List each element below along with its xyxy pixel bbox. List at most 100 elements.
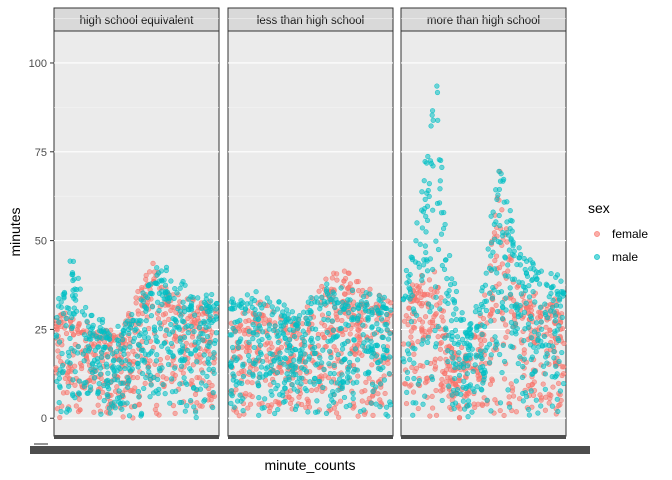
data-point-female (484, 320, 490, 326)
data-point-male (451, 311, 457, 317)
data-point-male (523, 300, 529, 306)
data-point-male (383, 404, 390, 410)
data-point-male (317, 306, 323, 312)
data-point-male (138, 410, 145, 417)
data-point-male (175, 306, 181, 312)
data-point-male (64, 359, 71, 365)
data-point-male (256, 395, 262, 401)
data-point-male (505, 387, 511, 393)
data-point-male (101, 398, 107, 404)
data-point-male (405, 273, 411, 279)
data-point-female (420, 363, 426, 369)
data-point-female (489, 306, 495, 312)
data-point-male (356, 302, 363, 308)
data-point-male (508, 343, 514, 349)
data-point-male (163, 264, 170, 270)
data-point-male (381, 294, 387, 300)
data-point-male (451, 340, 457, 347)
data-point-male (257, 350, 264, 356)
data-point-female (456, 415, 463, 421)
data-point-male (477, 348, 484, 354)
data-point-male (134, 353, 140, 359)
data-point-female (499, 261, 505, 267)
data-point-male (421, 262, 427, 268)
data-point-female (193, 353, 200, 359)
data-point-female (492, 257, 498, 264)
data-point-male (182, 408, 188, 414)
data-point-male (424, 268, 431, 274)
data-point-male (179, 399, 185, 406)
data-point-male (277, 355, 284, 362)
data-point-male (482, 298, 488, 305)
data-point-male (375, 308, 381, 314)
data-point-male (490, 209, 496, 215)
data-point-male (90, 360, 96, 366)
data-point-male (154, 352, 160, 358)
data-point-male (240, 361, 246, 367)
data-point-male (96, 381, 102, 387)
data-point-male (486, 290, 493, 296)
data-point-male (89, 312, 95, 318)
data-point-male (423, 249, 429, 256)
data-point-male (192, 312, 198, 318)
data-point-female (316, 288, 322, 294)
data-point-male (535, 410, 541, 416)
data-point-male (165, 361, 172, 368)
data-point-male (289, 309, 295, 315)
data-point-male (497, 400, 504, 406)
data-point-female (408, 334, 414, 340)
data-point-male (315, 378, 321, 385)
data-point-male (489, 295, 496, 301)
data-point-male (413, 238, 419, 244)
data-point-male (278, 326, 284, 332)
data-point-male (135, 389, 142, 395)
data-point-male (432, 327, 438, 334)
data-point-male (460, 384, 466, 390)
data-point-male (525, 406, 532, 413)
data-point-male (330, 399, 337, 405)
data-point-male (119, 337, 126, 343)
data-point-female (299, 321, 306, 327)
data-point-female (535, 315, 541, 321)
data-point-male (123, 320, 129, 326)
data-point-male (211, 340, 218, 347)
data-point-male (56, 339, 63, 345)
data-point-male (503, 295, 509, 301)
data-point-male (261, 405, 267, 411)
data-point-male (365, 369, 371, 375)
data-point-male (480, 363, 486, 370)
data-point-female (506, 394, 512, 400)
data-point-female (334, 314, 340, 320)
data-point-male (272, 410, 278, 417)
data-point-male (514, 261, 520, 268)
data-point-male (529, 371, 535, 377)
data-point-female (443, 379, 449, 385)
data-point-male (367, 291, 373, 297)
data-point-male (350, 306, 357, 313)
data-point-male (533, 269, 539, 275)
data-point-male (153, 338, 159, 344)
data-point-male (290, 367, 296, 373)
data-point-male (181, 305, 187, 311)
data-point-male (421, 178, 427, 184)
data-point-female (496, 265, 503, 271)
data-point-female (329, 275, 335, 281)
data-point-male (246, 358, 252, 364)
data-point-male (368, 400, 374, 406)
data-point-male (174, 290, 180, 296)
data-point-male (145, 283, 152, 289)
data-point-male (379, 305, 386, 311)
data-point-male (294, 403, 300, 409)
data-point-male (272, 323, 278, 329)
data-point-male (402, 293, 409, 299)
data-point-male (93, 364, 99, 371)
data-point-male (538, 403, 544, 409)
data-point-male (430, 117, 436, 123)
data-point-male (386, 371, 392, 377)
data-point-male (474, 384, 480, 390)
data-point-male (168, 278, 174, 284)
data-point-female (63, 330, 70, 337)
data-point-male (502, 255, 508, 261)
data-point-female (331, 270, 337, 276)
data-point-female (321, 334, 327, 340)
